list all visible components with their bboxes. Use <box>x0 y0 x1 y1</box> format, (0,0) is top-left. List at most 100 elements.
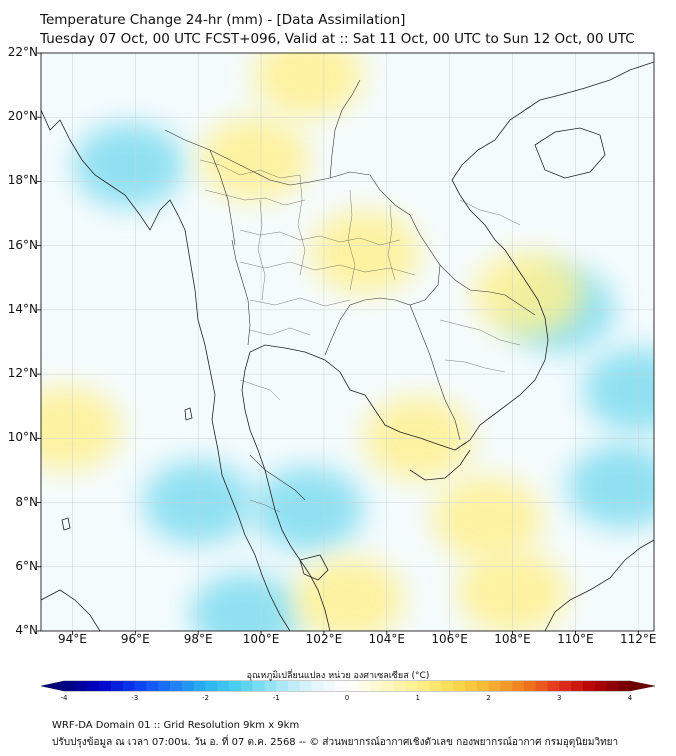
colorbar-segment <box>240 681 253 691</box>
colorbar-segment <box>229 681 242 691</box>
colorbar-segment <box>252 681 265 691</box>
colorbar-segment <box>500 681 513 691</box>
footer-credit: ปรับปรุงข้อมูล ณ เวลา 07:00น. วัน อ. ที่… <box>52 737 619 748</box>
colorbar-segment <box>394 681 407 691</box>
field-region-south-vietnam-coast <box>473 251 584 336</box>
lon-label: 104°E <box>368 632 406 646</box>
lon-label: 96°E <box>120 632 150 646</box>
lon-label: 106°E <box>431 632 468 646</box>
colorbar-segment <box>582 681 595 691</box>
colorbar-segment <box>205 681 218 691</box>
colorbar-segment <box>594 681 607 691</box>
colorbar-segment <box>547 681 560 691</box>
colorbar-segment <box>347 681 360 691</box>
lon-label: 100°E <box>242 632 280 646</box>
colorbar-segment <box>288 681 301 691</box>
colorbar-segment <box>512 681 525 691</box>
temperature-field <box>41 53 654 631</box>
lat-label: 14°N <box>7 301 38 316</box>
field-region-north-laos <box>253 53 364 118</box>
colorbar-tick-label: 0 <box>344 694 350 702</box>
colorbar-segment <box>181 681 195 691</box>
colorbar-segment <box>193 681 206 691</box>
colorbar-max-arrow <box>630 681 655 691</box>
colorbar-segment <box>335 681 348 691</box>
colorbar-segment <box>405 681 419 691</box>
colorbar-segments <box>41 681 655 691</box>
colorbar-segment <box>618 681 631 691</box>
colorbar-segment <box>382 681 395 691</box>
colorbar-segment <box>87 681 100 691</box>
colorbar-segment <box>464 681 478 691</box>
colorbar-tick-label: -3 <box>131 694 139 702</box>
colorbar-segment <box>170 681 183 691</box>
lat-label: 6°N <box>15 558 38 573</box>
colorbar-segment <box>75 681 88 691</box>
colorbar-tick-label: -4 <box>60 694 68 702</box>
footer-model-info: WRF-DA Domain 01 :: Grid Resolution 9km … <box>52 720 300 731</box>
lon-label: 102°E <box>305 632 343 646</box>
map-gridlines <box>41 53 654 631</box>
colorbar-segment <box>299 681 312 691</box>
colorbar-segment <box>476 681 489 691</box>
colorbar-segment <box>217 681 230 691</box>
lon-label: 108°E <box>494 632 531 646</box>
lat-label: 18°N <box>7 173 38 188</box>
map-title: Temperature Change 24-hr (mm) - [Data As… <box>40 12 406 28</box>
colorbar-segment <box>453 681 466 691</box>
colorbar-segment <box>488 681 501 691</box>
lon-label: 98°E <box>183 632 213 646</box>
field-region-northeast-thailand <box>309 210 420 295</box>
country-borders <box>164 79 536 501</box>
colorbar-tick-label: 4 <box>627 694 633 702</box>
colorbar-segment <box>323 681 336 691</box>
lon-label: 94°E <box>57 632 87 646</box>
field-region-east-sea-south <box>567 444 654 529</box>
lat-label: 10°N <box>7 430 38 445</box>
colorbar-tick-label: 1 <box>415 694 420 702</box>
lat-label: 22°N <box>7 45 38 59</box>
colorbar-segment <box>111 681 124 691</box>
field-region-east-sea-east <box>583 348 654 433</box>
coastlines <box>41 61 654 631</box>
lat-label: 4°N <box>15 623 38 637</box>
colorbar-segment <box>358 681 371 691</box>
colorbar-segment <box>276 681 289 691</box>
lat-label: 20°N <box>7 109 38 124</box>
colorbar-tick-label: 3 <box>557 694 562 702</box>
colorbar-tick-label: 2 <box>486 694 491 702</box>
colorbar-min-arrow <box>41 681 64 691</box>
field-region-gulf-south <box>253 466 364 551</box>
lat-label: 8°N <box>15 494 38 509</box>
colorbar-segment <box>559 681 572 691</box>
field-region-malaysia-east <box>294 556 405 631</box>
colorbar <box>40 680 656 692</box>
colorbar-segment <box>606 681 619 691</box>
colorbar-segment <box>122 681 136 691</box>
lon-label: 110°E <box>557 632 594 646</box>
field-region-bay-of-bengal-north <box>74 123 185 208</box>
colorbar-tick-label: -1 <box>272 694 280 702</box>
colorbar-segment <box>429 681 442 691</box>
lat-label: 16°N <box>7 237 38 252</box>
field-region-south-china-sea <box>432 476 543 561</box>
field-region-andaman-west <box>41 386 122 471</box>
lon-label: 112°E <box>620 632 657 646</box>
colorbar-segment <box>535 681 548 691</box>
colorbar-segment <box>99 681 112 691</box>
colorbar-segment <box>417 681 430 691</box>
colorbar-segment <box>523 681 536 691</box>
colorbar-segment <box>64 681 77 691</box>
province-borders <box>199 159 521 513</box>
map-frame <box>40 52 655 632</box>
map-subtitle: Tuesday 07 Oct, 00 UTC FCST+096, Valid a… <box>40 31 635 47</box>
colorbar-segment <box>370 681 383 691</box>
colorbar-segment <box>158 681 171 691</box>
lat-label: 12°N <box>7 366 38 381</box>
colorbar-segment <box>146 681 159 691</box>
colorbar-label: อุณหภูมิเปลี่ยนแปลง หน่วย องศาเซลเซียส (… <box>246 671 430 681</box>
colorbar-segment <box>441 681 454 691</box>
colorbar-segment <box>571 681 584 691</box>
field-region-strait-of-malacca <box>190 572 301 631</box>
